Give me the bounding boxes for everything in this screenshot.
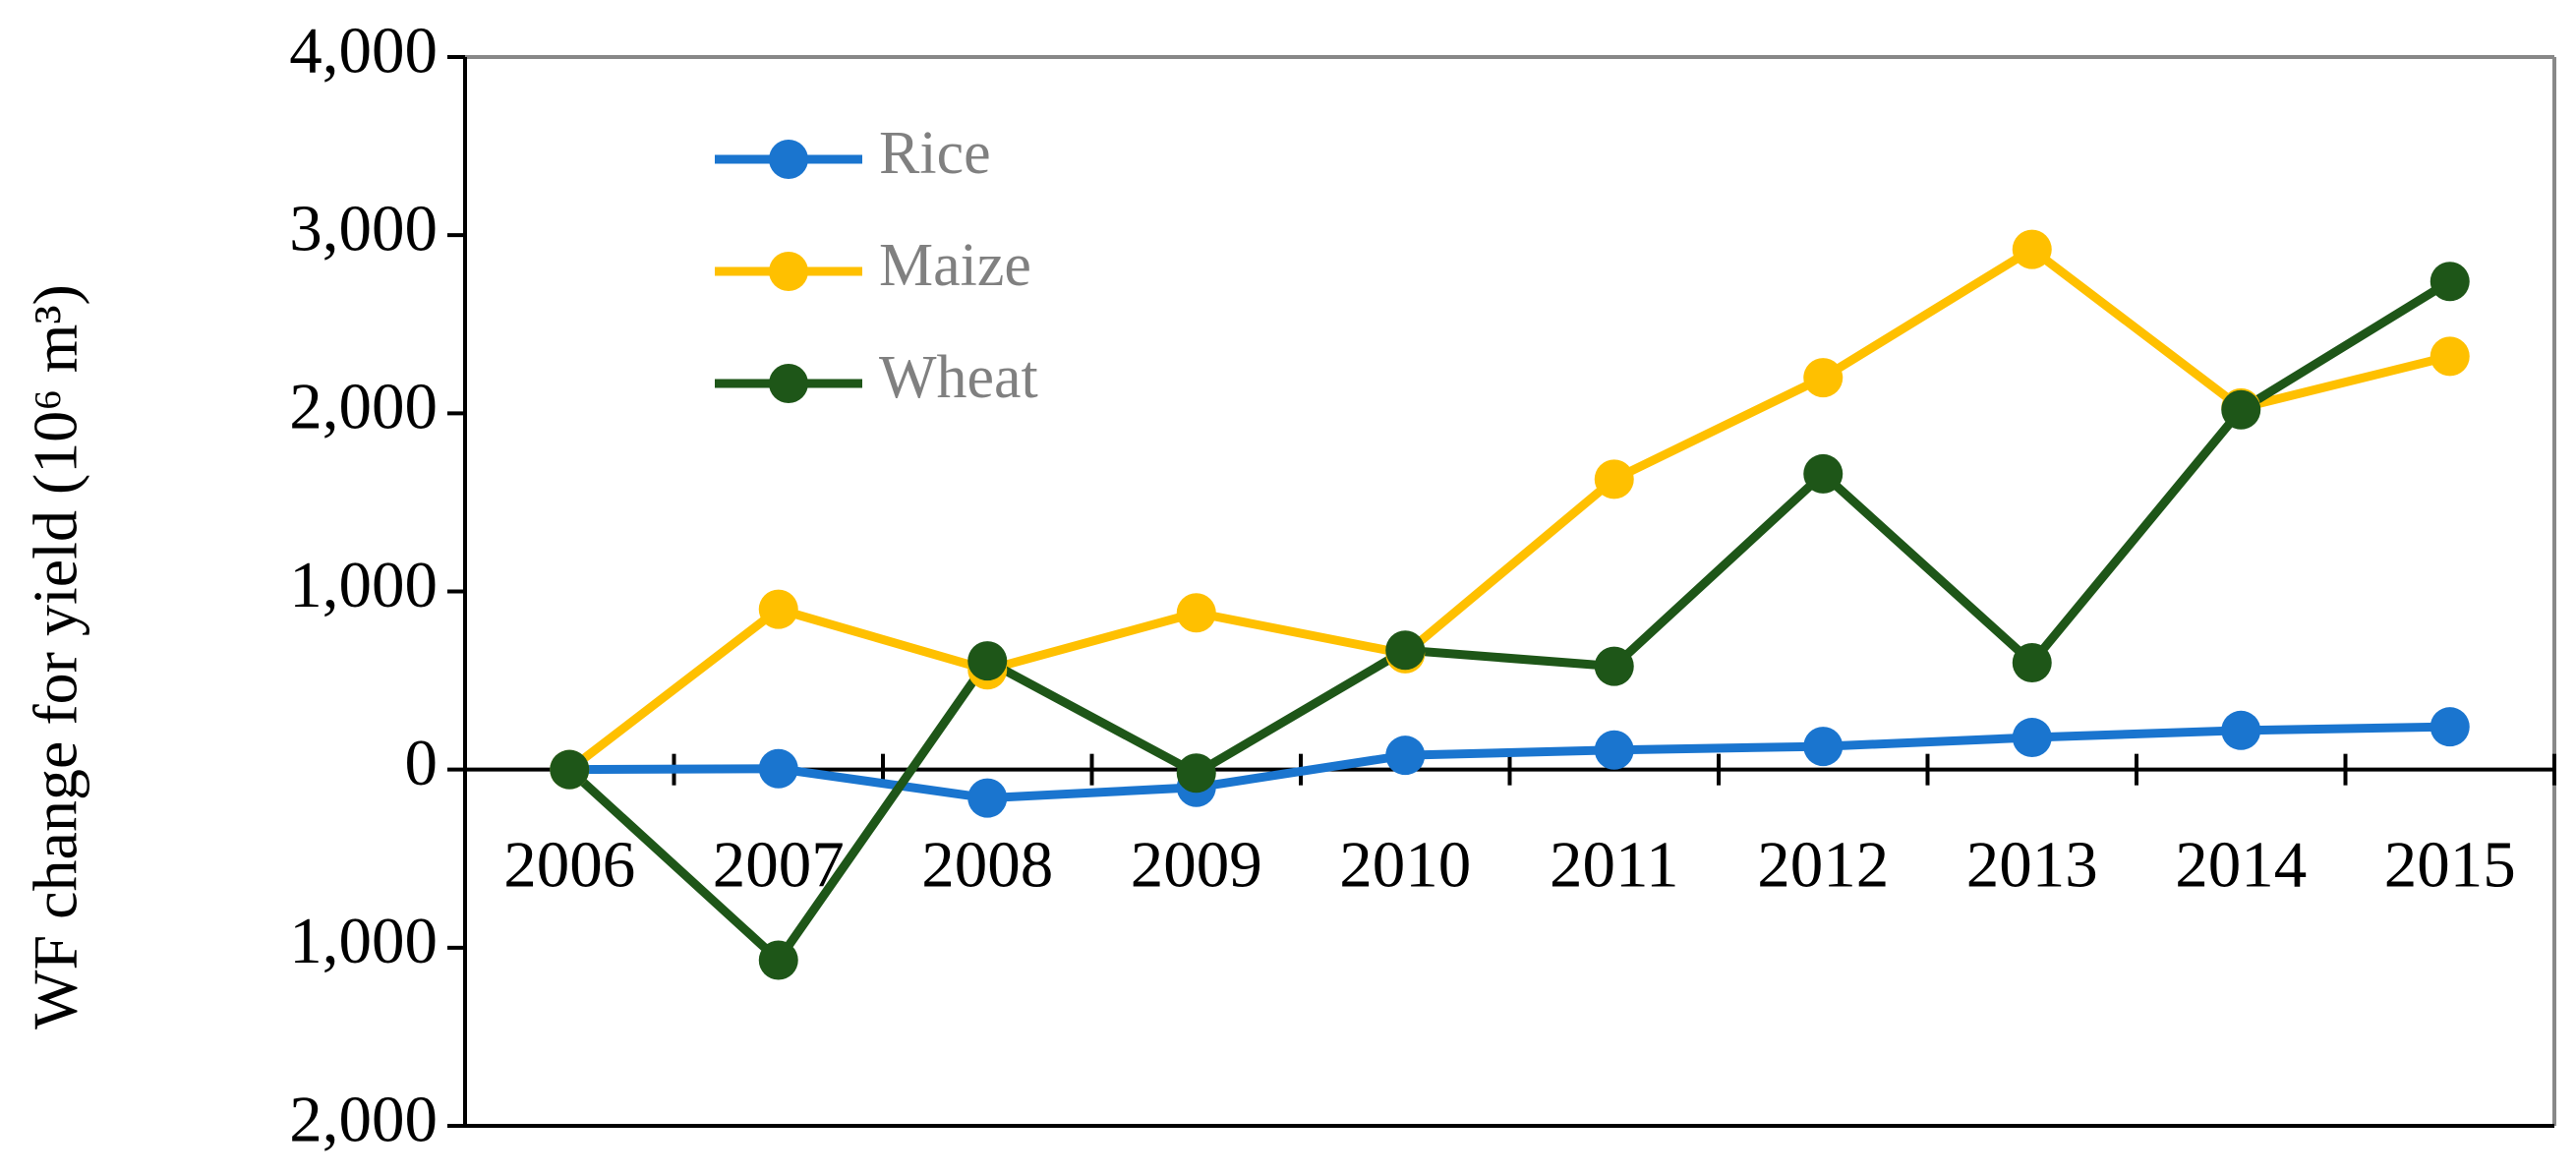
data-point [2221, 389, 2261, 430]
data-point [1803, 727, 1844, 767]
series-line [566, 277, 2453, 966]
y-tick-label: 3,000 [289, 193, 438, 265]
legend-marker [769, 140, 808, 179]
data-point [1385, 735, 1426, 776]
x-tick-label: 2009 [1131, 828, 1262, 901]
data-point [2012, 642, 2052, 682]
data-point [2430, 707, 2470, 747]
legend-marker [769, 252, 808, 291]
data-point [1594, 646, 1634, 686]
x-tick-label: 2013 [1966, 828, 2098, 901]
data-point [2221, 710, 2261, 750]
legend-label: Wheat [879, 344, 1038, 411]
y-tick-label: 4,000 [289, 14, 438, 87]
data-point [967, 641, 1008, 681]
data-point [2430, 262, 2470, 302]
legend-marker [769, 364, 808, 403]
data-point [2012, 718, 2052, 758]
data-point [967, 778, 1008, 818]
series-line [569, 722, 2450, 803]
legend-label: Rice [879, 120, 991, 187]
data-point [1176, 753, 1216, 794]
x-tick-label: 2008 [921, 828, 1053, 901]
data-point [1594, 730, 1634, 770]
y-axis-label: WF change for yield (10⁶ m³) [21, 284, 90, 1029]
data-point [2012, 229, 2052, 269]
x-tick-label: 2010 [1339, 828, 1471, 901]
series-line [566, 245, 2451, 774]
y-tick-label: 1,000 [289, 549, 438, 621]
y-tick-label: 2,000 [289, 371, 438, 443]
x-tick-label: 2015 [2384, 828, 2516, 901]
data-point [2430, 336, 2470, 377]
data-point [1594, 459, 1634, 500]
x-tick-label: 2012 [1757, 828, 1889, 901]
data-point [550, 749, 590, 790]
data-point [1803, 358, 1844, 398]
data-point [1176, 593, 1216, 633]
y-tick-label: 2,000 [289, 1083, 438, 1155]
data-point [758, 940, 798, 980]
y-tick-label: 0 [405, 727, 439, 799]
data-point [758, 748, 798, 789]
x-tick-label: 2006 [503, 828, 635, 901]
data-point [758, 589, 798, 629]
legend-label: Maize [879, 232, 1031, 299]
data-point [1385, 630, 1426, 671]
data-point [1803, 453, 1844, 494]
x-tick-label: 2011 [1550, 828, 1679, 901]
y-tick-label: 1,000 [289, 905, 438, 977]
x-tick-label: 2014 [2175, 828, 2307, 901]
x-tick-label: 2007 [713, 828, 845, 901]
